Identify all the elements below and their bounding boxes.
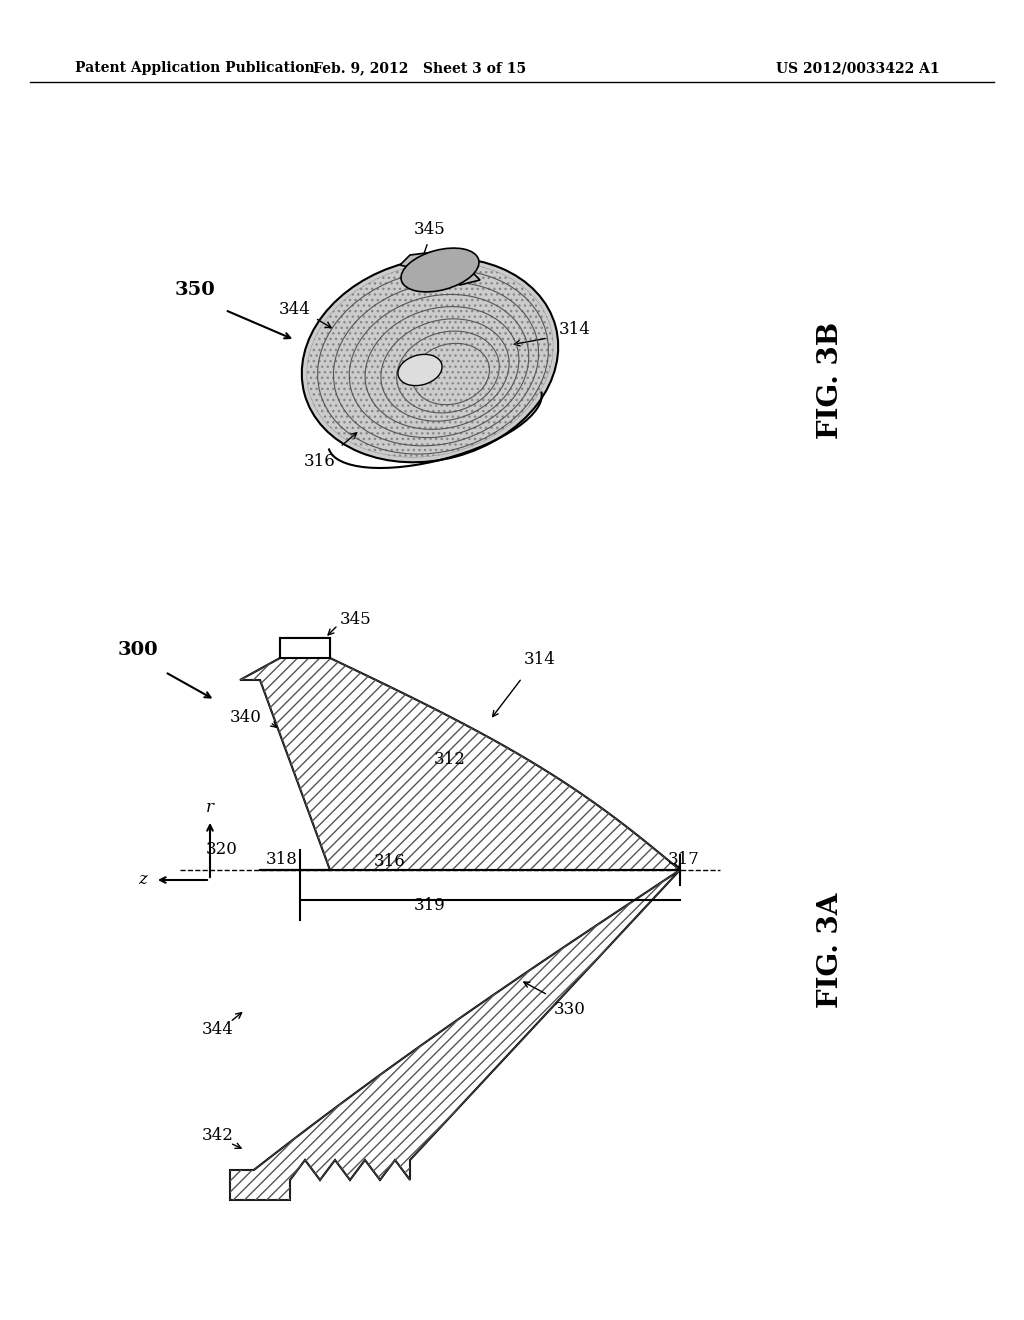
Text: FIG. 3A: FIG. 3A <box>816 892 844 1007</box>
Ellipse shape <box>401 248 479 292</box>
Text: z: z <box>138 871 147 888</box>
Text: 318: 318 <box>266 851 298 869</box>
Text: 344: 344 <box>202 1022 233 1039</box>
Text: 319: 319 <box>414 898 445 915</box>
Text: 330: 330 <box>554 1002 586 1019</box>
Ellipse shape <box>398 354 442 385</box>
Polygon shape <box>280 638 330 657</box>
Text: 344: 344 <box>280 301 311 318</box>
Text: 345: 345 <box>414 222 445 239</box>
Text: 316: 316 <box>374 854 406 870</box>
Text: 345: 345 <box>340 611 372 628</box>
Text: 314: 314 <box>524 652 556 668</box>
Text: Patent Application Publication: Patent Application Publication <box>75 61 314 75</box>
Text: 317: 317 <box>668 851 699 869</box>
Text: US 2012/0033422 A1: US 2012/0033422 A1 <box>776 61 940 75</box>
Ellipse shape <box>302 257 558 462</box>
Text: r: r <box>206 800 214 817</box>
Text: 320: 320 <box>206 842 238 858</box>
Text: 312: 312 <box>434 751 466 768</box>
Polygon shape <box>230 870 680 1200</box>
Text: Feb. 9, 2012   Sheet 3 of 15: Feb. 9, 2012 Sheet 3 of 15 <box>313 61 526 75</box>
Polygon shape <box>240 638 680 870</box>
Text: FIG. 3B: FIG. 3B <box>816 322 844 438</box>
Text: 314: 314 <box>559 322 591 338</box>
Text: 316: 316 <box>304 454 336 470</box>
Polygon shape <box>400 249 480 285</box>
Text: 340: 340 <box>230 710 262 726</box>
Text: 350: 350 <box>175 281 215 300</box>
Text: 300: 300 <box>118 642 159 659</box>
Text: 342: 342 <box>202 1126 233 1143</box>
